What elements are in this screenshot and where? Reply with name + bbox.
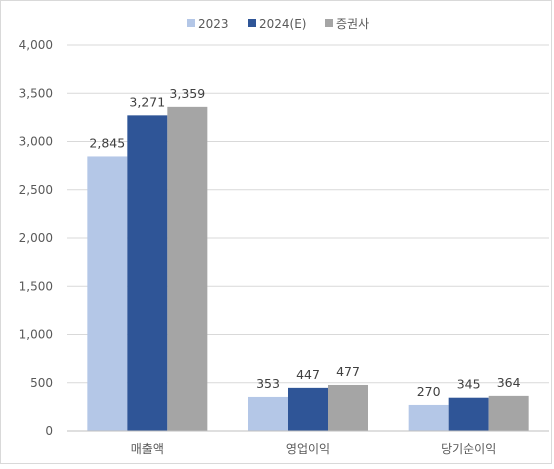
data-labels: 2,845 3,271 3,359 353 447 477 270 345 364 xyxy=(89,86,520,399)
data-label: 270 xyxy=(417,384,441,399)
data-label: 477 xyxy=(336,364,360,379)
y-tick-label: 3,000 xyxy=(19,135,53,149)
y-tick-label: 500 xyxy=(30,376,53,390)
data-label: 3,271 xyxy=(129,94,165,109)
y-tick-label: 2,000 xyxy=(19,231,53,245)
legend-swatch xyxy=(187,19,195,27)
x-category-label: 당기순이익 xyxy=(441,442,496,456)
x-category-label: 영업이익 xyxy=(286,442,330,456)
legend-label: 증권사 xyxy=(336,17,369,31)
data-label: 447 xyxy=(296,367,320,382)
data-label: 353 xyxy=(256,376,280,391)
bar-0-0 xyxy=(87,156,128,431)
legend-swatch xyxy=(325,19,333,27)
x-category-label: 매출액 xyxy=(131,442,164,456)
data-label: 3,359 xyxy=(169,86,205,101)
legend-label: 2023 xyxy=(198,17,229,31)
bar-2-0 xyxy=(167,106,208,431)
bar-1-1 xyxy=(288,387,328,431)
data-label: 345 xyxy=(457,377,481,392)
y-axis: 0 500 1,000 1,500 2,000 2,500 3,000 3,500 4,000 xyxy=(19,38,53,438)
y-tick-label: 1,000 xyxy=(19,328,53,342)
data-label: 2,845 xyxy=(89,135,125,150)
y-tick-label: 2,500 xyxy=(19,183,53,197)
y-tick-label: 4,000 xyxy=(19,38,53,52)
legend: 2023 2024(E) 증권사 xyxy=(187,17,369,31)
bar-2-1 xyxy=(328,384,368,431)
bar-1-0 xyxy=(127,115,168,431)
y-tick-label: 0 xyxy=(45,424,53,438)
bar-0-1 xyxy=(248,396,288,431)
x-axis: 매출액 영업이익 당기순이익 xyxy=(67,430,549,456)
legend-label: 2024(E) xyxy=(259,17,306,31)
y-tick-label: 3,500 xyxy=(19,86,53,100)
y-tick-label: 1,500 xyxy=(19,279,53,293)
bars xyxy=(87,106,529,431)
bar-2-2 xyxy=(488,395,529,431)
bar-1-2 xyxy=(448,397,489,431)
bar-0-2 xyxy=(408,404,449,431)
data-label: 364 xyxy=(497,375,521,390)
legend-swatch xyxy=(248,19,256,27)
